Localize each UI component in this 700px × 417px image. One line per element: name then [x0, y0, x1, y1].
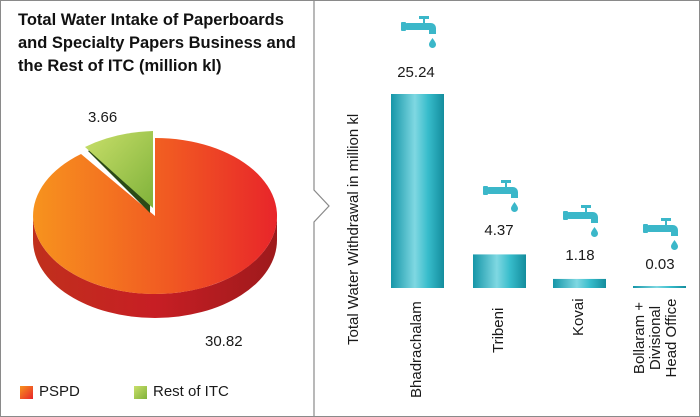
legend-label-rest-of-itc: Rest of ITC — [153, 383, 229, 400]
bar-kovai — [553, 278, 606, 288]
legend-item-pspd: PSPD — [20, 383, 120, 401]
pie-slice-rest-of-itc — [85, 131, 153, 208]
water-tap-icon — [643, 218, 678, 250]
bar-category-label-bollaram: Bollaram + Divisional Head Office — [631, 298, 680, 378]
bar-category-label-bollaram-line-1: Bollaram + — [631, 301, 648, 375]
water-tap-icon — [401, 16, 436, 48]
legend-item-rest-of-itc: Rest of ITC — [134, 383, 254, 401]
bar-value-label-kovai: 1.18 — [565, 247, 595, 264]
bar-chart-ylabel: Total Water Withdrawal in million kl — [345, 113, 362, 345]
bar-category-label-tribeni: Tribeni — [490, 307, 507, 353]
bar-category-label-bhadrachalam: Bhadrachalam — [408, 301, 425, 398]
pie-chart-title: Total Water Intake of Paperboards and Sp… — [18, 11, 296, 75]
bar-value-label-bhadrachalam: 25.24 — [397, 64, 435, 81]
bar-bhadrachalam — [391, 94, 444, 288]
pie-slice-pspd-side — [33, 216, 277, 318]
bar-series — [391, 94, 686, 288]
water-tap-icon — [483, 180, 518, 212]
legend-swatch-rest-of-itc — [134, 386, 147, 399]
pie-value-label-rest: 3.66 — [88, 109, 118, 126]
panel-divider — [313, 0, 330, 417]
bar-value-label-tribeni: 4.37 — [484, 222, 514, 239]
pie-value-label-pspd: 30.82 — [205, 333, 243, 350]
bar-bollaram — [633, 286, 686, 288]
bar-value-label-bollaram: 0.03 — [645, 256, 675, 273]
pie-chart — [33, 131, 278, 318]
pie-slice-pspd — [33, 138, 278, 294]
bar-category-label-kovai: Kovai — [570, 298, 587, 336]
legend-swatch-pspd — [20, 386, 33, 399]
water-tap-icon — [563, 205, 598, 237]
bar-category-label-bollaram-line-2: Divisional — [647, 305, 664, 371]
legend-label-pspd: PSPD — [39, 383, 80, 400]
bar-category-label-bollaram-line-3: Head Office — [663, 298, 680, 378]
bar-tribeni — [473, 254, 526, 288]
